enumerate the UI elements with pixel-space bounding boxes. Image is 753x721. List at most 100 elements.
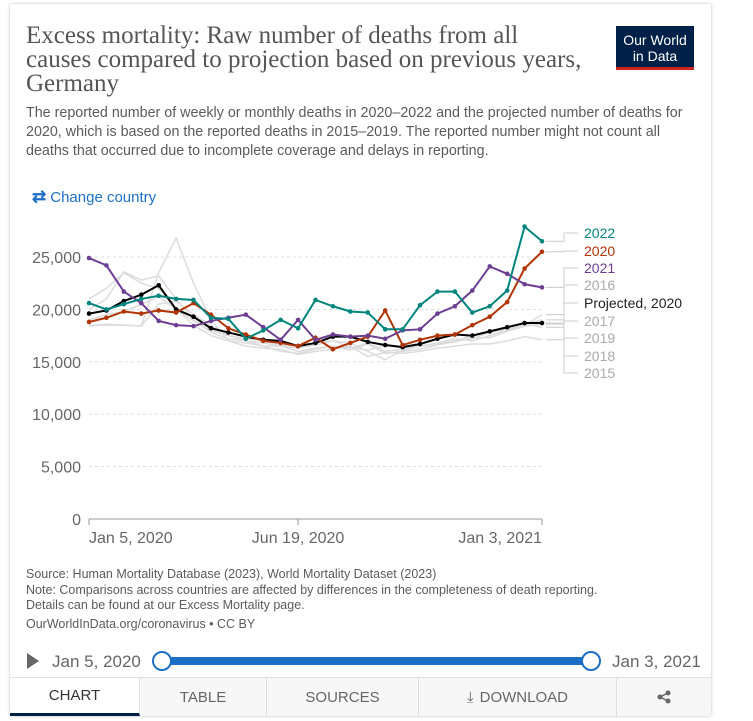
data-point — [313, 337, 318, 343]
data-point — [330, 303, 336, 309]
data-point — [138, 296, 144, 302]
data-point — [365, 310, 371, 315]
tab-label: TABLE — [179, 688, 227, 706]
data-point — [226, 316, 231, 322]
data-point — [278, 337, 283, 343]
timeline-end-label: Jan 3, 2021 — [612, 652, 701, 671]
data-point — [470, 333, 475, 338]
data-point — [260, 328, 266, 333]
data-point — [226, 330, 231, 335]
data-point — [487, 314, 493, 320]
chart-subtitle: The reported number of weekly or monthly… — [26, 105, 683, 159]
tab-chart[interactable]: CHART — [10, 678, 140, 716]
data-point — [138, 292, 144, 298]
details-text[interactable]: Details can be found at our Excess Morta… — [26, 598, 305, 612]
tab-download[interactable]: ⤓ DOWNLOAD — [419, 678, 617, 716]
label-leader-line — [546, 323, 578, 357]
chart-footer: Source: Human Mortality Database (2023),… — [26, 567, 597, 632]
timeline-start-handle[interactable] — [152, 651, 172, 671]
data-point — [487, 264, 493, 269]
swap-arrows-icon: ⇄ — [32, 187, 47, 206]
data-point — [504, 299, 510, 305]
chart-card: Excess mortality: Raw number of deaths f… — [10, 4, 711, 716]
series-label: 2015 — [584, 365, 615, 381]
data-point — [121, 298, 127, 304]
chart-title: Excess mortality: Raw number of deaths f… — [26, 22, 582, 97]
data-point — [208, 318, 214, 324]
share-button[interactable] — [617, 678, 711, 716]
owid-logo[interactable]: Our World in Data — [616, 26, 694, 70]
license-text[interactable]: OurWorldInData.org/coronavirus • CC BY — [26, 616, 256, 631]
data-point — [504, 288, 510, 293]
data-point — [504, 271, 510, 277]
label-leader-line — [546, 302, 578, 324]
data-point — [522, 266, 527, 271]
data-point — [226, 325, 231, 331]
data-point — [435, 311, 440, 316]
data-point — [156, 293, 161, 299]
series-line-2015 — [89, 236, 543, 358]
change-country-button[interactable]: ⇄ Change country — [32, 187, 156, 207]
y-tick-label: 15,000 — [32, 355, 81, 372]
data-point — [504, 324, 510, 330]
data-point — [382, 336, 388, 342]
series-label: 2020 — [584, 243, 615, 259]
tab-bar: CHART TABLE SOURCES ⤓ DOWNLOAD — [10, 677, 711, 716]
series-label: 2021 — [584, 260, 615, 276]
data-point — [295, 343, 301, 349]
tab-label: DOWNLOAD — [479, 688, 568, 706]
data-point — [173, 310, 179, 315]
y-tick-label: 5,000 — [41, 460, 81, 477]
data-point — [435, 336, 440, 342]
data-point — [487, 303, 493, 309]
data-point — [191, 323, 196, 329]
series-label: Projected, 2020 — [584, 295, 682, 311]
download-icon: ⤓ — [467, 688, 474, 706]
change-country-label: Change country — [50, 188, 157, 206]
data-point — [243, 332, 249, 337]
y-tick-label: 20,000 — [32, 302, 81, 319]
series-label: 2019 — [584, 330, 615, 346]
label-leader-line — [546, 250, 578, 253]
label-leader-line — [546, 319, 578, 322]
data-point — [104, 307, 109, 312]
timeline-end-handle[interactable] — [581, 651, 601, 671]
data-point — [452, 332, 458, 337]
tab-sources[interactable]: SOURCES — [267, 678, 419, 716]
data-point — [330, 346, 336, 352]
data-point — [539, 249, 545, 255]
data-point — [138, 300, 144, 306]
data-point — [539, 285, 545, 290]
data-point — [522, 224, 527, 229]
data-point — [86, 255, 92, 261]
data-point — [208, 315, 214, 321]
timeline: Jan 5, 2020 Jan 3, 2021 — [26, 649, 706, 675]
play-icon[interactable] — [26, 653, 40, 669]
data-point — [365, 333, 371, 338]
x-tick-label: Jan 5, 2020 — [89, 530, 173, 547]
tab-label: SOURCES — [305, 688, 380, 706]
series-label: 2017 — [584, 313, 615, 329]
tab-label: CHART — [48, 687, 101, 704]
data-point — [539, 320, 545, 326]
data-point — [400, 342, 405, 348]
data-point — [487, 329, 493, 334]
tab-table[interactable]: TABLE — [140, 678, 267, 716]
data-point — [295, 325, 301, 331]
data-point — [400, 327, 405, 332]
data-point — [295, 317, 301, 323]
data-point — [313, 297, 318, 303]
x-tick-label: Jun 19, 2020 — [252, 530, 345, 547]
data-point — [382, 342, 388, 348]
data-point — [365, 339, 371, 345]
data-point — [173, 296, 179, 302]
data-point — [173, 307, 179, 312]
data-point — [382, 308, 388, 313]
data-point — [470, 322, 475, 328]
data-point — [138, 311, 144, 316]
x-tick-label: Jan 3, 2021 — [458, 530, 542, 547]
timeline-track[interactable] — [162, 657, 592, 665]
data-point — [260, 338, 266, 344]
data-point — [121, 309, 127, 314]
label-leader-line — [546, 232, 578, 242]
